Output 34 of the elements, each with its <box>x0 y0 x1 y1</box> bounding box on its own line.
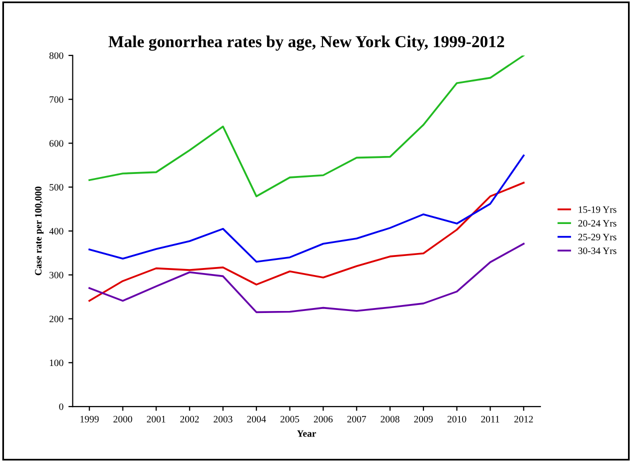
x-axis-title: Year <box>296 430 316 437</box>
y-tick-label: 0 <box>59 403 64 410</box>
x-tick-label: 2005 <box>280 416 300 422</box>
y-tick-label: 300 <box>50 272 64 278</box>
x-tick-label: 2007 <box>347 416 366 422</box>
x-tick-label: 2011 <box>481 416 500 422</box>
y-tick-label: 500 <box>50 184 64 191</box>
x-tick-label: 2001 <box>146 416 166 422</box>
y-tick-label: 800 <box>49 52 64 59</box>
line-series <box>88 154 525 263</box>
x-tick-label: 2000 <box>113 416 132 422</box>
x-tick-label: 2010 <box>448 416 466 422</box>
line-series <box>88 242 525 314</box>
line-series <box>88 182 525 302</box>
x-tick-label: 1999 <box>80 416 99 422</box>
x-tick-label: 2002 <box>180 416 199 422</box>
y-tick-label: 600 <box>49 140 64 147</box>
x-tick-label: 2012 <box>514 416 533 422</box>
legend-label: 20-24 Yrs <box>578 220 616 227</box>
legend-label: 25-29 Yrs <box>578 234 616 240</box>
x-tick-label: 2003 <box>214 416 232 422</box>
y-tick-label: 700 <box>50 96 64 103</box>
chart-title: Male gonorrhea rates by age, New York City, 1999-2012 <box>108 36 504 51</box>
line-series <box>88 55 525 198</box>
x-tick-label: 2004 <box>247 416 266 422</box>
legend-label: 30-34 Yrs <box>578 248 616 254</box>
x-tick-label: 2008 <box>380 416 400 422</box>
x-tick-label: 2009 <box>414 416 433 422</box>
x-tick-label: 2006 <box>314 416 333 422</box>
y-tick-label: 200 <box>49 316 64 322</box>
legend-label: 15-19 Yrs <box>578 206 616 213</box>
y-tick-label: 400 <box>49 228 64 234</box>
y-axis-title: Case rate per 100,000 <box>34 186 44 276</box>
y-tick-label: 100 <box>50 360 64 366</box>
